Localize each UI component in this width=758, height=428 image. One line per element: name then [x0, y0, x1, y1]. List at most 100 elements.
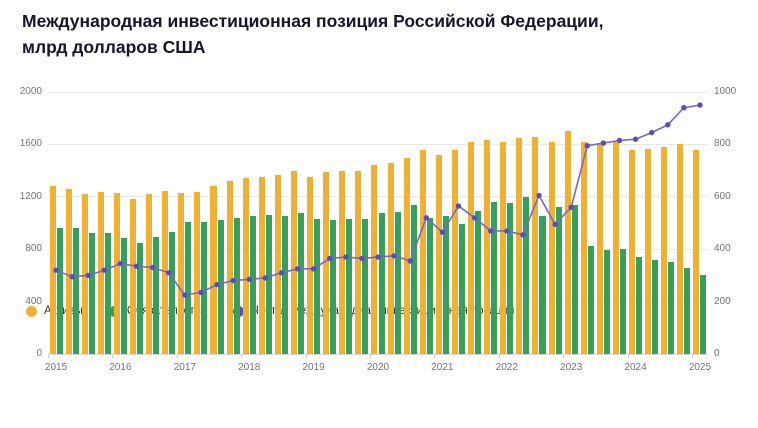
- net-position-point: [214, 281, 220, 288]
- bar-assets: [403, 158, 410, 354]
- net-position-point: [632, 136, 639, 142]
- right-axis-tick-label: 600: [714, 190, 731, 202]
- bar-liabilities: [201, 222, 208, 354]
- x-axis-tick: [691, 354, 693, 358]
- net-position-point: [375, 254, 381, 260]
- net-position-point: [600, 140, 607, 146]
- bar-assets: [49, 186, 56, 354]
- bar-assets: [307, 176, 314, 354]
- bar-assets: [468, 142, 475, 354]
- bar-liabilities: [153, 237, 160, 354]
- bar-liabilities: [330, 219, 337, 354]
- net-position-point: [327, 255, 333, 262]
- net-position-point: [697, 102, 703, 108]
- bar-liabilities: [700, 274, 707, 354]
- bar-liabilities: [249, 215, 256, 354]
- net-position-point: [310, 266, 317, 272]
- bar-assets: [580, 141, 587, 354]
- bar-liabilities: [281, 215, 288, 354]
- bar-liabilities: [298, 213, 305, 354]
- bar-assets: [258, 177, 265, 354]
- net-position-point: [568, 204, 574, 210]
- bar-assets: [500, 141, 507, 354]
- net-position-point: [391, 253, 397, 259]
- net-position-point: [665, 122, 671, 128]
- bar-assets: [516, 137, 523, 354]
- investment-position-chart: 0 0 400 200 800 400 1200 600 1600 800 2000 1000 2015…: [0, 86, 758, 390]
- bar-liabilities: [507, 203, 514, 354]
- net-position-point: [294, 266, 301, 272]
- bar-assets: [129, 198, 137, 354]
- bar-liabilities: [56, 228, 63, 354]
- bar-liabilities: [314, 219, 321, 354]
- net-position-point: [681, 105, 687, 111]
- x-axis-year-label: 2018: [238, 362, 261, 373]
- x-axis-year-label: 2022: [495, 362, 518, 373]
- bar-liabilities: [555, 206, 562, 354]
- bar-liabilities: [619, 249, 626, 354]
- left-axis-tick-label: 2000: [19, 86, 42, 97]
- net-position-point: [504, 228, 510, 234]
- net-position-point: [520, 232, 526, 238]
- bar-assets: [532, 136, 539, 354]
- plot-area: [48, 91, 708, 355]
- x-axis-tick: [627, 354, 629, 358]
- bar-liabilities: [636, 257, 643, 354]
- bar-liabilities: [684, 267, 691, 354]
- bar-assets: [65, 188, 72, 354]
- net-position-point: [166, 270, 172, 276]
- gridline: [48, 248, 708, 250]
- x-axis-year-label: 2025: [688, 362, 712, 373]
- right-axis-tick-label: 0: [714, 348, 720, 359]
- bar-liabilities: [346, 219, 353, 354]
- net-position-point: [278, 270, 285, 276]
- bar-liabilities: [185, 222, 192, 354]
- right-axis-tick-label: 200: [714, 295, 731, 307]
- chart-title: Международная инвестиционная позиция Рос…: [22, 8, 742, 61]
- bar-assets: [629, 149, 636, 354]
- right-axis-tick-label: 1000: [714, 86, 737, 97]
- bar-assets: [612, 142, 619, 354]
- net-position-point: [423, 215, 429, 221]
- gridline: [48, 353, 708, 355]
- x-axis-tick: [369, 354, 371, 358]
- left-axis-tick-label: 1600: [19, 138, 42, 150]
- bar-liabilities: [120, 238, 127, 354]
- bar-assets: [146, 194, 153, 354]
- x-axis-year-label: 2020: [366, 362, 390, 373]
- net-position-point: [359, 255, 365, 262]
- net-position-point: [488, 228, 494, 234]
- x-axis-tick: [305, 354, 307, 358]
- net-position-point: [198, 289, 204, 296]
- bar-liabilities: [88, 232, 95, 354]
- bar-assets: [178, 192, 185, 354]
- net-position-line: [53, 102, 703, 298]
- bar-liabilities: [104, 233, 111, 354]
- bar-assets: [596, 144, 603, 354]
- bar-assets: [484, 140, 491, 354]
- net-position-point: [149, 264, 156, 271]
- bar-liabilities: [394, 211, 401, 354]
- net-position-point: [343, 254, 349, 260]
- net-position-point: [584, 143, 590, 149]
- x-axis-year-label: 2023: [560, 362, 583, 373]
- bar-assets: [339, 170, 346, 354]
- chart-title-line2: млрд долларов США: [22, 37, 206, 58]
- net-position-point: [455, 203, 462, 209]
- bar-assets: [97, 191, 104, 354]
- right-axis-tick-label: 400: [714, 243, 731, 255]
- bar-assets: [564, 131, 571, 354]
- bar-assets: [323, 171, 330, 354]
- bar-assets: [113, 192, 120, 354]
- left-axis-tick-label: 400: [25, 295, 42, 307]
- net-position-point: [133, 263, 140, 269]
- x-axis-tick: [48, 354, 49, 358]
- net-position-point: [471, 215, 478, 221]
- bar-liabilities: [265, 215, 272, 354]
- x-axis-tick: [176, 354, 178, 358]
- net-position-point: [182, 292, 188, 298]
- bar-assets: [210, 185, 217, 354]
- bar-assets: [548, 141, 555, 354]
- bar-liabilities: [571, 204, 578, 354]
- x-axis-tick: [241, 354, 243, 358]
